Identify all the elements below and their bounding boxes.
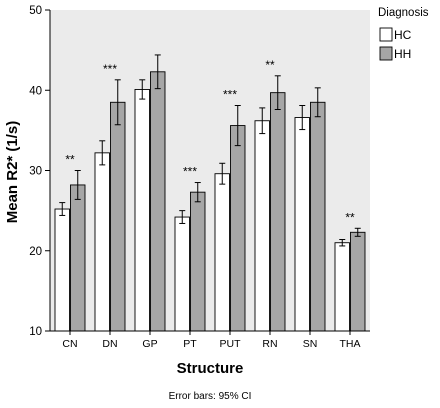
x-tick-label: CN [62, 338, 77, 350]
bar-hh-rn [270, 92, 286, 332]
x-tick-label: THA [340, 338, 361, 350]
significance-marker: *** [183, 165, 197, 179]
significance-annotations: *************** [65, 58, 355, 224]
x-tick-label: RN [262, 338, 277, 350]
x-tick-label: PUT [220, 338, 242, 350]
bar-hc-cn [54, 208, 70, 332]
error-bars-layer [59, 54, 361, 247]
significance-marker: *** [103, 62, 117, 76]
bar-hc-put [214, 173, 230, 332]
bar-hh-pt [190, 191, 206, 332]
y-tick-label: 30 [29, 166, 42, 178]
bar-hh-put [230, 125, 246, 332]
x-tick-label: DN [102, 338, 117, 350]
legend-swatch-hc [379, 27, 393, 42]
y-tick-label: 50 [29, 5, 42, 17]
y-tick-label: 20 [29, 246, 42, 258]
x-tick-label: PT [183, 338, 197, 350]
legend-items: HC HH [379, 27, 412, 61]
bar-hh-cn [70, 184, 86, 332]
y-axis-label: Mean R2* (1/s) [4, 121, 21, 224]
significance-marker: ** [345, 210, 355, 224]
bars-layer [54, 71, 366, 332]
bar-hh-dn [110, 101, 126, 332]
legend-label-hc: HC [394, 28, 412, 42]
bar-hh-gp [150, 71, 166, 332]
y-tick-label: 10 [29, 326, 42, 338]
bar-hc-sn [294, 117, 310, 332]
significance-marker: *** [223, 87, 237, 101]
error-bars-footnote: Error bars: 95% CI [169, 391, 252, 402]
y-tick-label: 40 [29, 85, 42, 97]
x-tick-label: SN [303, 338, 318, 350]
y-axis-ticks: 10 20 30 40 50 [29, 5, 50, 338]
legend-title: Diagnosis [378, 7, 429, 19]
legend: Diagnosis HC HH [378, 7, 429, 61]
bar-hc-dn [94, 152, 110, 332]
bar-hh-tha [350, 231, 366, 332]
bar-hh-sn [310, 101, 326, 332]
x-tick-label: GP [142, 338, 157, 350]
bar-hc-gp [134, 88, 150, 332]
x-axis-label: Structure [177, 360, 244, 377]
x-axis-ticks: CN DN GP PT PUT RN SN THA [62, 331, 361, 350]
significance-marker: ** [265, 58, 275, 72]
legend-swatch-hh [379, 46, 393, 61]
bar-hc-tha [334, 242, 350, 332]
significance-marker: ** [65, 153, 75, 167]
bar-hc-rn [254, 120, 270, 332]
bar-hc-pt [174, 216, 190, 332]
legend-label-hh: HH [394, 47, 411, 61]
